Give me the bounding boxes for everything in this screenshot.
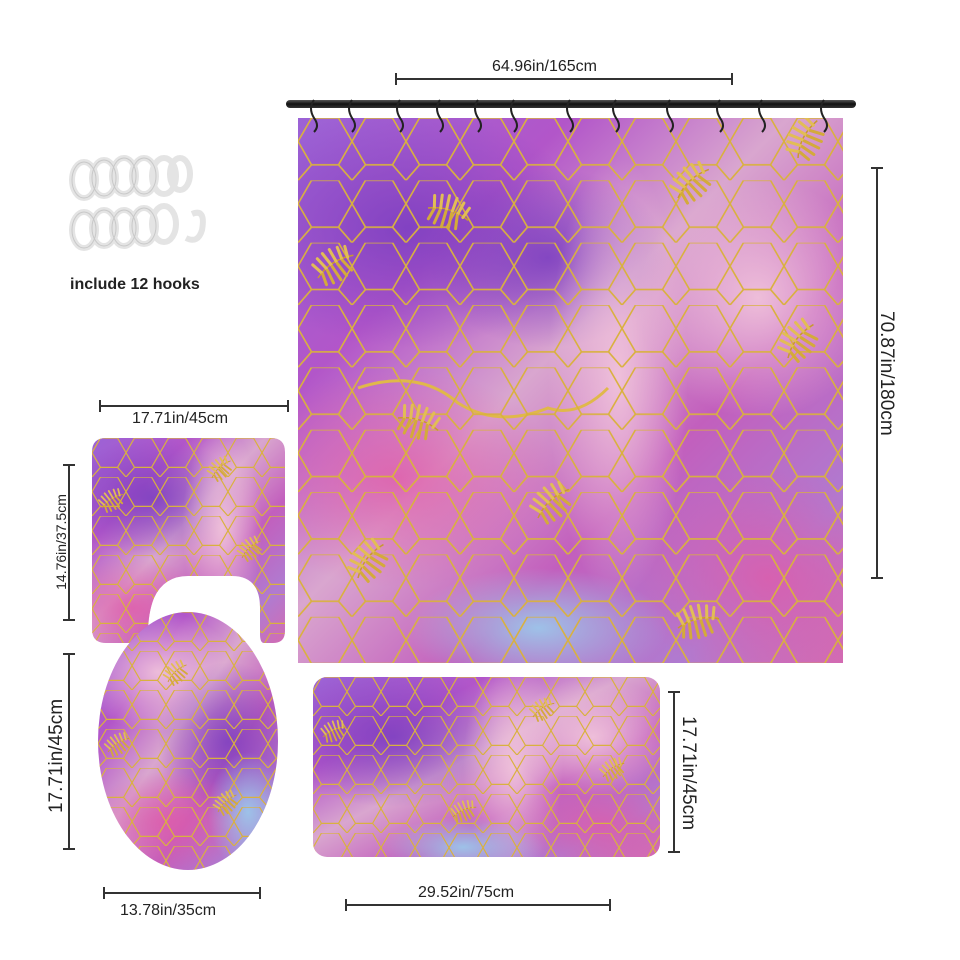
curtain-width-dimension-line — [395, 73, 733, 85]
shower-curtain — [298, 118, 843, 663]
contour-height-dimension-line — [63, 464, 75, 621]
hook-rings-icon — [62, 148, 212, 258]
curtain-height-dimension-line — [871, 167, 883, 579]
mat-height-dimension-line — [668, 691, 680, 853]
curtain-width-label: 64.96in/165cm — [492, 58, 597, 75]
mat-height-label: 17.71in/45cm — [678, 715, 699, 831]
contour-width-label: 17.71in/45cm — [132, 410, 229, 427]
contour-height-label: 14.76in/37.5cm — [53, 494, 69, 590]
curtain-height-label: 70.87in/180cm — [876, 311, 897, 436]
lid-width-dimension-line — [103, 887, 261, 899]
lid-width-label: 13.78in/35cm — [120, 902, 217, 919]
lid-cover — [98, 612, 278, 870]
mat-width-dimension-line — [345, 899, 611, 911]
contour-rug — [92, 438, 285, 643]
curtain-rod — [286, 100, 856, 108]
bath-mat — [313, 677, 660, 857]
curtain-hooks — [300, 96, 840, 136]
mat-width-label: 29.52in/75cm — [418, 884, 515, 901]
contour-width-dimension-line — [99, 400, 289, 412]
lid-height-dimension-line — [63, 653, 75, 850]
hooks-label: include 12 hooks — [70, 276, 200, 293]
lid-height-label: 17.71in/45cm — [46, 698, 67, 814]
